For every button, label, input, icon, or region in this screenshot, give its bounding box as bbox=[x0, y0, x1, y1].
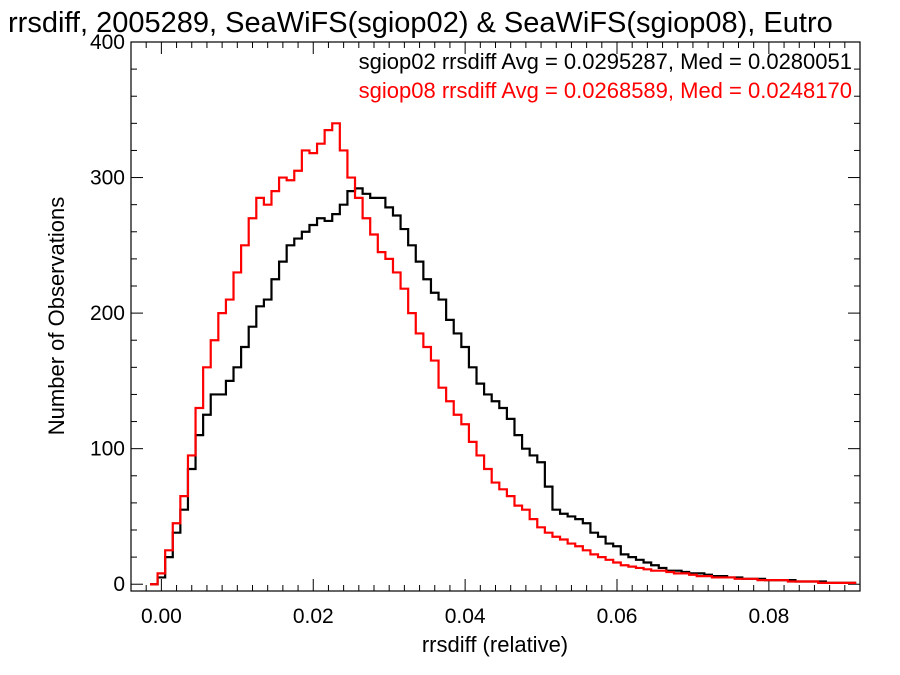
x-axis-label: rrsdiff (relative) bbox=[422, 632, 568, 657]
y-tick-label: 400 bbox=[90, 31, 125, 54]
x-axis-ticks bbox=[130, 42, 861, 591]
series-layer bbox=[149, 122, 857, 586]
y-tick-label: 100 bbox=[90, 438, 125, 461]
histogram-line bbox=[149, 122, 857, 586]
x-axis-tick-labels: 0.00 0.02 0.04 0.06 0.08 bbox=[141, 605, 789, 628]
y-tick-label: 300 bbox=[90, 167, 125, 190]
annotation-sgiop02: sgiop02 rrsdiff Avg = 0.0295287, Med = 0… bbox=[359, 49, 852, 74]
chart-title: rrsdiff, 2005289, SeaWiFS(sgiop02) & Sea… bbox=[8, 7, 833, 39]
y-axis-tick-labels: 0 100 200 300 400 bbox=[90, 31, 125, 596]
x-tick-label: 0.08 bbox=[748, 605, 789, 628]
series-1 bbox=[149, 122, 857, 586]
annotation-sgiop08: sgiop08 rrsdiff Avg = 0.0268589, Med = 0… bbox=[359, 78, 852, 103]
x-tick-label: 0.00 bbox=[141, 605, 182, 628]
y-tick-label: 0 bbox=[113, 573, 125, 596]
y-tick-label: 200 bbox=[90, 302, 125, 325]
plot-frame bbox=[130, 41, 861, 592]
x-tick-label: 0.04 bbox=[445, 605, 486, 628]
series-0 bbox=[149, 187, 857, 586]
x-tick-label: 0.02 bbox=[293, 605, 334, 628]
y-axis-ticks bbox=[131, 41, 860, 585]
x-tick-label: 0.06 bbox=[597, 605, 638, 628]
histogram-line bbox=[149, 187, 857, 586]
y-axis-label: Number of Observations bbox=[44, 197, 69, 435]
